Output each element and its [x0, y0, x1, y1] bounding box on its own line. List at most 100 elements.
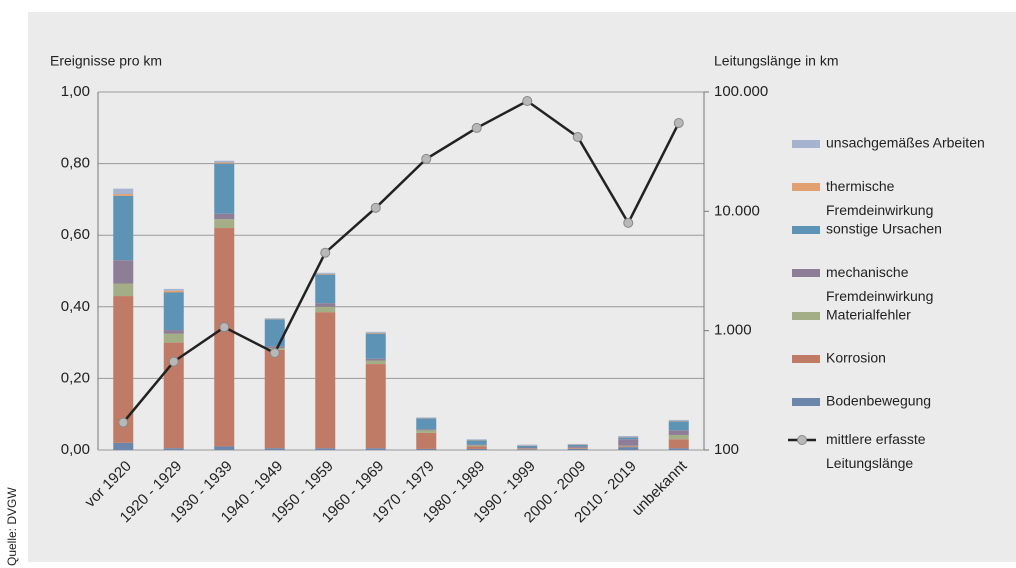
bar-segment [618, 447, 639, 450]
line-marker [118, 417, 129, 428]
bar-segment [466, 446, 487, 449]
bar-segment [163, 333, 184, 343]
bar-segment [466, 444, 487, 446]
bar-segment [517, 448, 538, 450]
bar-segment [416, 430, 437, 433]
bar-segment [416, 432, 437, 449]
bar-segment [315, 303, 336, 307]
line-marker [219, 322, 230, 333]
bar-segment [466, 439, 487, 440]
bar-segment [315, 306, 336, 313]
bar-segment [214, 446, 235, 450]
bar-segment [365, 331, 386, 333]
bar-segment [315, 272, 336, 274]
y-tick-label: 0,20 [61, 369, 90, 386]
y-tick-label: 1,00 [61, 83, 90, 100]
bar-segment [668, 439, 689, 449]
bar-segment [315, 273, 336, 275]
legend-swatch-marker [797, 435, 807, 445]
bar-segment [618, 446, 639, 448]
bar-segment [264, 319, 285, 347]
bar-segment [264, 448, 285, 450]
y2-tick-label: 10.000 [714, 202, 760, 219]
bar-segment [668, 421, 689, 431]
bar-segment [214, 219, 235, 229]
line-marker [168, 356, 179, 367]
bar-segment [264, 346, 285, 348]
bar-segment [214, 160, 235, 163]
bar-segment [668, 434, 689, 440]
bar-segment [567, 444, 588, 447]
bar-segment [618, 445, 639, 447]
bar-segment [315, 274, 336, 304]
bar-segment [416, 418, 437, 430]
line-marker [471, 122, 482, 133]
legend-label: sonstige Ursachen [826, 221, 942, 237]
legend-swatch [792, 398, 820, 406]
bar-segment [517, 444, 538, 446]
line-marker [623, 217, 634, 228]
bar-segment [567, 448, 588, 449]
y2-axis-title: Leitungslänge in km [714, 53, 839, 69]
bar-segment [466, 445, 487, 447]
legend-swatch [792, 312, 820, 320]
line-marker [370, 202, 381, 213]
y-tick-label: 0,60 [61, 226, 90, 243]
bar-segment [214, 162, 235, 164]
bar-segment [365, 364, 386, 449]
y-tick-label: 0,80 [61, 155, 90, 172]
line-marker [269, 347, 280, 358]
bar-segment [668, 448, 689, 450]
bar-segment [365, 360, 386, 365]
legend-label: thermische Fremdeinwirkung [826, 178, 933, 218]
bar-segment [416, 417, 437, 419]
bar-segment [365, 448, 386, 450]
y2-tick-label: 100.000 [714, 83, 768, 100]
bar-segment [466, 440, 487, 445]
bar-segment [315, 448, 336, 450]
line-marker [572, 131, 583, 142]
legend-label: unsachgemäßes Arbeiten [826, 135, 985, 151]
legend-swatch [792, 355, 820, 363]
bar-segment [113, 188, 134, 195]
bar-segment [618, 437, 639, 440]
y2-tick-label: 100 [714, 441, 739, 458]
bar-segment [567, 443, 588, 445]
bar-segment [517, 449, 538, 450]
bar-segment [416, 429, 437, 431]
bar-segment [365, 333, 386, 359]
legend-label: Korrosion [826, 350, 886, 366]
line-marker [421, 153, 432, 164]
bar-segment [466, 448, 487, 450]
line [122, 99, 680, 424]
bar-segment [668, 419, 689, 422]
source-note: Quelle: DVGW [5, 487, 19, 566]
bar-segment [517, 445, 538, 448]
bar-segment [668, 430, 689, 435]
bar-segment [214, 228, 235, 447]
line-marker [673, 117, 684, 128]
bar-segment [618, 436, 639, 438]
bar-segment [618, 439, 639, 446]
bar-segment [214, 213, 235, 220]
legend-label: Materialfehler [826, 307, 911, 323]
bar-segment [264, 318, 285, 319]
bar-segment [517, 447, 538, 449]
bar-segment [315, 312, 336, 449]
bar-segment [113, 260, 134, 284]
bar-segment [264, 349, 285, 449]
legend-label: mechanische Fremdeinwirkung [826, 264, 933, 304]
legend-swatch [792, 140, 820, 148]
legend-label: mittlere erfasste Leitungslänge [826, 431, 929, 471]
bar-segment [567, 448, 588, 450]
bar-segment [113, 195, 134, 261]
y-tick-label: 0,40 [61, 298, 90, 315]
bar-segment [365, 358, 386, 361]
bar-segment [163, 330, 184, 334]
bar-segment [113, 283, 134, 297]
bar-segment [113, 442, 134, 450]
legend-swatch [792, 183, 820, 191]
legend-swatch [792, 269, 820, 277]
bar-segment [163, 292, 184, 331]
line-marker [320, 247, 331, 258]
